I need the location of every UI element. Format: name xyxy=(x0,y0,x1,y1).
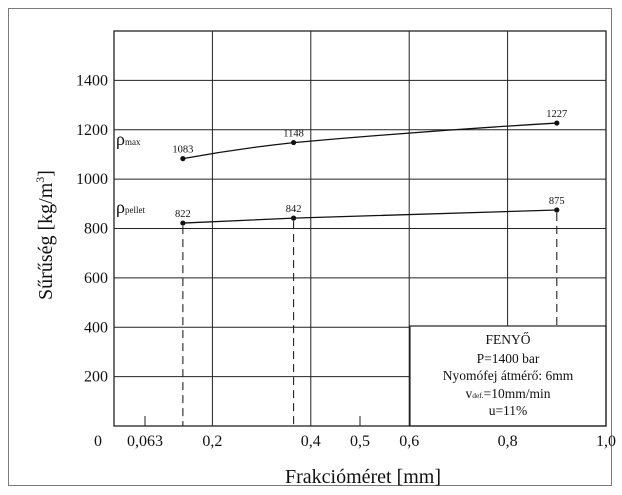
x-tick-label: 0,8 xyxy=(498,433,518,450)
series-pellet: 822 842 875 xyxy=(175,196,565,426)
info-line-speed: vdef.=10mm/min xyxy=(465,386,550,401)
info-line-species: FENYŐ xyxy=(485,332,530,347)
y-axis-title: Sűrűség [kg/m3] xyxy=(33,170,57,300)
series-max: 1083 1148 1227 xyxy=(172,109,567,162)
info-line-moisture: u=11% xyxy=(489,403,528,418)
x-tick-label: 0,4 xyxy=(301,433,321,450)
info-line-speed-rest: =10mm/min xyxy=(484,386,551,401)
y-tick-label: 200 xyxy=(84,369,108,386)
x-tick-label: 0 xyxy=(94,433,102,450)
x-tick-label: 0,6 xyxy=(399,433,419,450)
y-axis-title-close: ] xyxy=(35,170,57,177)
x-tick-label: 0,063 xyxy=(127,433,163,450)
x-tick-label: 0,5 xyxy=(350,433,370,450)
series-label-max-sub: max xyxy=(125,137,141,147)
series-line xyxy=(182,209,557,224)
data-point xyxy=(290,139,297,146)
info-line-speed-v: v xyxy=(465,386,472,401)
series-label-pellet-sub: pellet xyxy=(125,205,145,215)
series-label-max-symbol: ρ xyxy=(116,129,125,149)
info-line-pressure: P=1400 bar xyxy=(477,351,540,366)
series-label-pellet: ρpellet xyxy=(116,197,145,217)
data-point xyxy=(180,156,186,162)
info-box: FENYŐ P=1400 bar Nyomófej átmérő: 6mm vd… xyxy=(409,325,607,427)
y-tick-label: 400 xyxy=(84,319,108,336)
chart-frame xyxy=(8,8,612,486)
y-tick-label: 600 xyxy=(84,270,108,287)
data-label: 875 xyxy=(549,196,565,207)
y-tick-label: 1000 xyxy=(76,171,108,188)
x-tick-label: 0,2 xyxy=(202,433,222,450)
x-axis-title: Frakcióméret [mm] xyxy=(285,466,441,488)
data-label: 1227 xyxy=(546,109,567,120)
series-label-pellet-symbol: ρ xyxy=(116,197,125,217)
y-axis-title-sup: 3 xyxy=(33,177,47,183)
x-tick-label: 1,0 xyxy=(596,433,616,450)
info-line-die: Nyomófej átmérő: 6mm xyxy=(443,368,574,383)
data-label: 1148 xyxy=(283,129,304,140)
data-label: 822 xyxy=(175,209,191,220)
series-line xyxy=(182,122,557,160)
data-point xyxy=(180,220,186,226)
data-label: 842 xyxy=(286,204,302,215)
y-axis-title-main: Sűrűség [kg/m xyxy=(35,182,57,300)
info-line-speed-sub: def. xyxy=(472,391,484,400)
series: 1083 1148 1227 822 842 875 xyxy=(172,109,567,426)
y-tick-label: 1400 xyxy=(76,72,108,89)
series-label-max: ρmax xyxy=(116,129,141,149)
data-point xyxy=(554,207,560,213)
data-point xyxy=(554,120,560,126)
y-tick-label: 1200 xyxy=(76,122,108,139)
data-label: 1083 xyxy=(172,145,193,156)
y-tick-label: 800 xyxy=(84,221,108,238)
info-box-border xyxy=(409,325,607,427)
data-point xyxy=(290,215,297,221)
tick-labels: 200 400 600 800 1000 1200 1400 0 0,063 0,2 0,4 0,5 0… xyxy=(76,72,616,450)
plot-border xyxy=(113,30,607,427)
